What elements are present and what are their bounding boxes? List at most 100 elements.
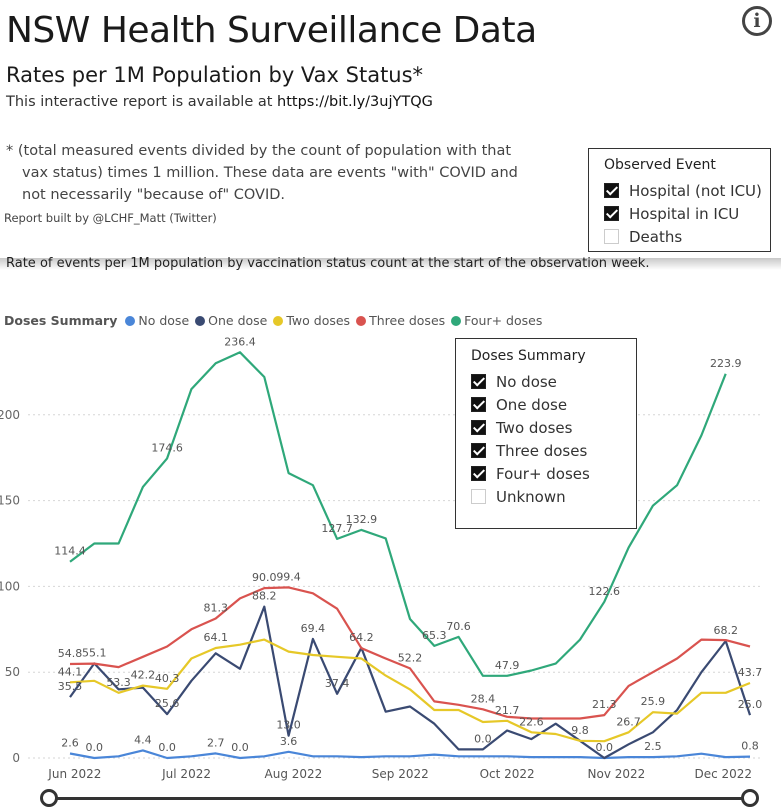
data-label: 28.4	[471, 692, 496, 705]
doses-slicer-one-dose[interactable]: One dose	[471, 393, 636, 416]
y-tick-label: 50	[5, 665, 20, 679]
data-label: 2.5	[644, 740, 662, 753]
series-line-one-dose	[69, 605, 752, 760]
time-range-end-handle[interactable]	[741, 789, 759, 807]
data-label: 0.0	[474, 732, 492, 745]
page-title: NSW Health Surveillance Data	[6, 10, 537, 51]
data-label: 2.6	[61, 737, 79, 750]
data-label: 54.8	[58, 647, 83, 660]
checkbox-checked-icon[interactable]	[471, 397, 486, 412]
checkbox-checked-icon[interactable]	[604, 183, 619, 198]
data-label: 35.5	[58, 680, 83, 693]
x-tick-label: Oct 2022	[480, 767, 535, 781]
data-label: 127.7	[321, 522, 353, 535]
checkbox-checked-icon[interactable]	[471, 420, 486, 435]
checkbox-unchecked-icon[interactable]	[604, 229, 619, 244]
legend-label: Three doses	[369, 313, 446, 328]
legend-label: No dose	[138, 313, 190, 328]
data-label: 21.3	[592, 698, 617, 711]
doses-slicer-three-doses[interactable]: Three doses	[471, 439, 636, 462]
legend-item-no-dose[interactable]: No dose	[125, 313, 189, 328]
x-tick-label: Dec 2022	[694, 767, 752, 781]
time-range-slider-track[interactable]	[48, 797, 750, 800]
x-tick-label: Jun 2022	[47, 767, 101, 781]
built-by-credit: Report built by @LCHF_Matt (Twitter)	[4, 211, 217, 225]
data-label: 37.4	[325, 677, 350, 690]
y-tick-label: 100	[0, 579, 20, 593]
data-label: 13.0	[276, 719, 301, 732]
checkbox-label: Four+ doses	[496, 464, 590, 483]
data-label: 64.2	[349, 631, 374, 644]
checkbox-checked-icon[interactable]	[471, 374, 486, 389]
data-label: 64.1	[203, 631, 228, 644]
legend-item-one-dose[interactable]: One dose	[195, 313, 267, 328]
doses-slicer-two-doses[interactable]: Two doses	[471, 416, 636, 439]
data-label: 65.3	[422, 629, 447, 642]
x-tick-label: Sep 2022	[372, 767, 429, 781]
note-line: * (total measured events divided by the …	[6, 143, 512, 159]
data-label: 69.4	[301, 622, 326, 635]
doses-slicer-unknown[interactable]: Unknown	[471, 485, 636, 508]
checkbox-label: Deaths	[629, 227, 683, 246]
report-link[interactable]: https://bit.ly/3ujYTQG	[277, 94, 433, 110]
data-label: 132.9	[346, 513, 378, 526]
chart-legend: Doses Summary No dose One dose Two doses…	[4, 313, 548, 328]
checkbox-checked-icon[interactable]	[471, 443, 486, 458]
y-tick-label: 0	[12, 751, 20, 765]
line-chart: 0 50 100 150 200 Jun 2022 Jul 2022 Aug 2022 Sep …	[0, 335, 762, 781]
observed-event-title: Observed Event	[604, 157, 716, 173]
note-line: not necessarily "because of" COVID.	[22, 187, 285, 203]
time-range-start-handle[interactable]	[40, 789, 58, 807]
legend-title: Doses Summary	[4, 313, 118, 328]
checkbox-checked-icon[interactable]	[471, 466, 486, 481]
report-header: NSW Health Surveillance Data Rates per 1…	[0, 0, 781, 258]
data-label: 21.7	[495, 704, 520, 717]
doses-slicer-no-dose[interactable]: No dose	[471, 370, 636, 393]
data-label: 0.0	[596, 741, 614, 754]
report-availability-text: This interactive report is available at	[6, 94, 278, 110]
checkbox-label: One dose	[496, 395, 568, 414]
note-line: vax status) times 1 million. These data …	[22, 165, 518, 181]
data-label: 90.0	[252, 571, 277, 584]
legend-item-four-plus-doses[interactable]: Four+ doses	[451, 313, 542, 328]
data-label: 99.4	[276, 570, 301, 583]
data-label: 0.0	[158, 741, 176, 754]
methodology-note: * (total measured events divided by the …	[6, 140, 518, 206]
report-availability: This interactive report is available at …	[6, 94, 433, 110]
checkbox-label: No dose	[496, 372, 557, 391]
legend-item-three-doses[interactable]: Three doses	[356, 313, 445, 328]
data-label: 114.4	[54, 545, 86, 558]
legend-item-two-doses[interactable]: Two doses	[273, 313, 350, 328]
observed-event-deaths[interactable]: Deaths	[604, 225, 770, 248]
observed-event-hospital-icu[interactable]: Hospital in ICU	[604, 202, 770, 225]
doses-slicer-four-plus-doses[interactable]: Four+ doses	[471, 462, 636, 485]
legend-dot-icon	[451, 315, 462, 326]
x-tick-label: Jul 2022	[161, 767, 211, 781]
section-divider	[0, 258, 781, 270]
data-label: 53.3	[106, 676, 131, 689]
data-label: 25.6	[155, 697, 180, 710]
doses-summary-title: Doses Summary	[471, 348, 586, 364]
data-label: 52.2	[398, 651, 423, 664]
data-label: 26.7	[616, 715, 641, 728]
observed-event-slicer: Observed Event Hospital (not ICU) Hospit…	[588, 148, 771, 252]
data-label: 4.4	[134, 733, 152, 746]
data-label: 68.2	[713, 624, 738, 637]
observed-event-hospital-not-icu[interactable]: Hospital (not ICU)	[604, 179, 770, 202]
legend-label: One dose	[208, 313, 268, 328]
legend-dot-icon	[273, 315, 284, 326]
data-label: 0.0	[86, 741, 104, 754]
checkbox-unchecked-icon[interactable]	[471, 489, 486, 504]
data-label: 81.3	[203, 601, 228, 614]
series-line-four-doses	[69, 351, 727, 677]
legend-dot-icon	[195, 315, 206, 326]
info-icon[interactable]: i	[742, 6, 772, 36]
y-tick-label: 200	[0, 408, 20, 422]
checkbox-checked-icon[interactable]	[604, 206, 619, 221]
data-label: 40.3	[155, 672, 180, 685]
data-label: 0.8	[741, 740, 759, 753]
checkbox-label: Hospital in ICU	[629, 204, 740, 223]
data-label: 55.1	[82, 646, 107, 659]
legend-dot-icon	[125, 315, 136, 326]
data-label: 0.0	[231, 741, 249, 754]
